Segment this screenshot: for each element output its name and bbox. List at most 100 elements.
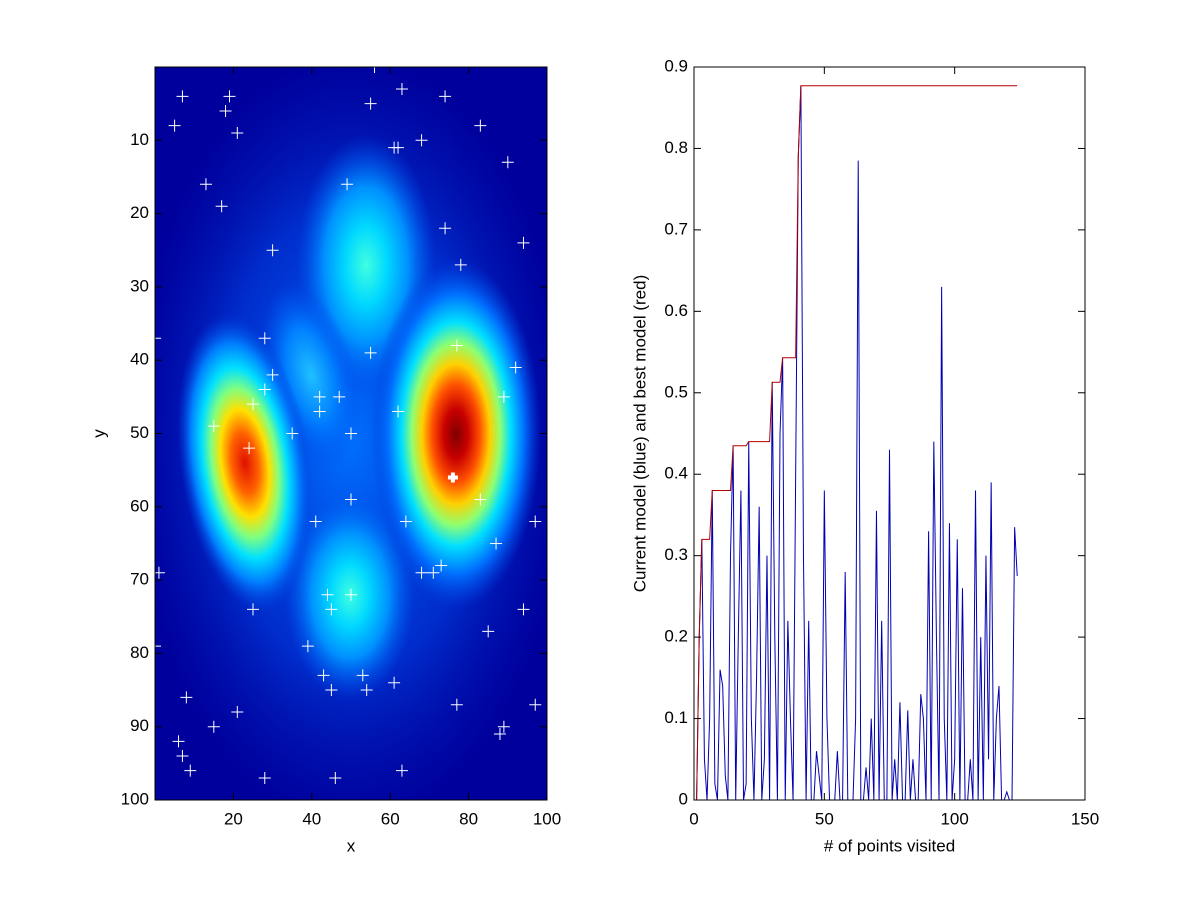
y-tick-label: 50 (130, 423, 149, 442)
scatter-point (325, 684, 338, 697)
y-tick-label: 0.4 (664, 464, 688, 483)
scatter-point (333, 390, 346, 403)
x-axis-label: # of points visited (824, 836, 955, 855)
y-tick-label: 10 (130, 130, 149, 149)
y-tick-label: 70 (130, 570, 149, 589)
scatter-point (266, 244, 279, 257)
x-axis-label: x (347, 836, 356, 855)
y-tick-label: 60 (130, 496, 149, 515)
scatter-point (243, 442, 256, 455)
x-tick-label: 0 (689, 809, 698, 828)
axes-box (693, 66, 1086, 801)
scatter-point (388, 676, 401, 689)
y-axis-label: Current model (blue) and best model (red… (630, 275, 649, 592)
scatter-point (325, 603, 338, 616)
scatter-point (439, 90, 452, 103)
x-tick-label: 20 (224, 809, 243, 828)
scatter-point (364, 346, 377, 359)
scatter-point (258, 332, 271, 345)
series-line (696, 85, 1018, 801)
scatter-point (345, 588, 357, 601)
y-tick-label: 0.5 (664, 382, 688, 401)
scatter-point (199, 178, 212, 191)
scatter-point (258, 383, 271, 396)
scatter-point (392, 141, 405, 154)
scatter-point (266, 368, 279, 381)
scatter-point (501, 156, 514, 169)
y-tick-label: 0.6 (664, 301, 688, 320)
y-tick-label: 0.7 (664, 219, 688, 238)
scatter-point (247, 603, 259, 616)
scatter-point (286, 427, 299, 440)
x-tick-label: 100 (940, 809, 968, 828)
scatter-point (176, 90, 189, 103)
scatter-point (474, 493, 487, 506)
y-tick-label: 30 (130, 276, 149, 295)
scatter-point (207, 720, 220, 733)
scatter-point (392, 405, 405, 418)
scatter-point (360, 684, 373, 697)
scatter-point (309, 515, 322, 528)
scatter-point (207, 420, 220, 433)
scatter-point (482, 625, 495, 638)
x-tick-label: 80 (459, 809, 478, 828)
scatter-point (415, 566, 428, 579)
scatter-point (395, 764, 408, 777)
x-tick-label: 40 (302, 809, 321, 828)
x-tick-label: 50 (815, 809, 834, 828)
scatter-point (313, 405, 326, 418)
y-tick-label: 0.1 (664, 708, 688, 727)
scatter-point (313, 390, 326, 403)
scatter-point (439, 222, 452, 235)
y-tick-label: 80 (130, 643, 149, 662)
scatter-point (529, 698, 542, 711)
y-tick-label: 40 (130, 350, 149, 369)
scatter-point (223, 90, 236, 103)
y-tick-label: 20 (130, 203, 149, 222)
scatter-point (399, 515, 412, 528)
scatter-point (321, 588, 334, 601)
scatter-point (415, 134, 428, 147)
heatmap (155, 67, 547, 800)
scatter-point (345, 493, 357, 506)
scatter-point (450, 339, 463, 352)
scatter-point (176, 750, 189, 763)
scatter-point (231, 126, 244, 139)
scatter-point (497, 720, 510, 733)
y-tick-label: 90 (130, 716, 149, 735)
y-tick-label: 0.2 (664, 627, 688, 646)
scatter-point (454, 258, 467, 271)
scatter-point (219, 104, 232, 117)
y-tick-label: 0.3 (664, 545, 688, 564)
scatter-point (529, 515, 542, 528)
scatter-point (180, 691, 193, 704)
scatter-point (364, 97, 377, 110)
scatter-point (497, 390, 510, 403)
scatter-point (247, 398, 259, 411)
x-tick-label: 60 (381, 809, 400, 828)
scatter-point (435, 559, 448, 572)
scatter-point (517, 603, 530, 616)
scatter-point (356, 669, 369, 682)
scatter-point (517, 236, 530, 249)
y-tick-label: 0 (679, 789, 688, 808)
scatter-point (184, 764, 197, 777)
scatter-point (317, 669, 330, 682)
scatter-point (341, 178, 354, 191)
scatter-point (215, 200, 228, 213)
scatter-point (345, 427, 357, 440)
scatter-point (427, 566, 440, 579)
y-tick-label: 100 (121, 789, 149, 808)
y-tick-label: 0.8 (664, 138, 688, 157)
scatter-point (395, 82, 408, 95)
y-axis-label: y (89, 429, 108, 438)
scatter-point (447, 472, 458, 483)
scatter-point (509, 361, 522, 374)
x-tick-label: 150 (1071, 809, 1099, 828)
scatter-point (168, 119, 181, 132)
scatter-point (172, 735, 185, 748)
scatter-point (231, 706, 244, 719)
y-tick-label: 0.9 (664, 56, 688, 75)
